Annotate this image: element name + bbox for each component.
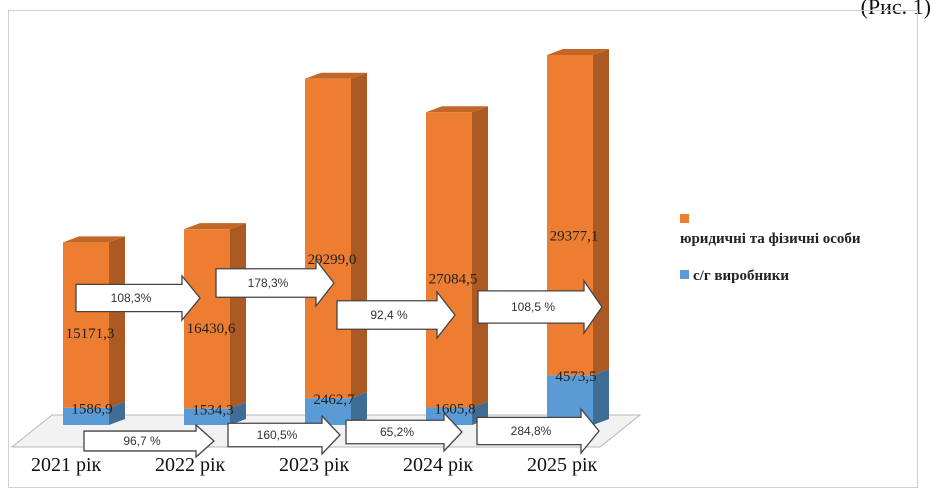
category-label: 2022 рік — [155, 454, 226, 476]
bar-producers-side — [230, 402, 246, 425]
category-label: 2025 рік — [527, 454, 598, 476]
growth-arrow-lower — [227, 414, 341, 456]
bar-legal-side — [351, 72, 367, 399]
chart-frame — [8, 10, 918, 488]
value-label-legal: 15171,3 — [66, 326, 115, 342]
growth-arrow-upper-label: 108,5 % — [511, 300, 555, 314]
growth-arrow-upper — [75, 274, 201, 322]
growth-arrow-lower-label: 160,5% — [257, 428, 298, 442]
growth-arrow-lower-label: 65,2% — [380, 425, 414, 439]
category-label: 2024 рік — [403, 454, 474, 476]
growth-arrow-upper-label: 178,3% — [248, 276, 289, 290]
bar-legal-front — [426, 112, 472, 408]
growth-arrow-lower-label: 284,8% — [511, 424, 552, 438]
bar-producers-front — [184, 408, 230, 425]
bar-legal-side — [230, 223, 246, 409]
bar-producers-front — [63, 407, 109, 425]
bar-legal-side — [472, 106, 488, 408]
growth-arrow-upper — [477, 278, 603, 336]
bar-legal-top — [547, 48, 609, 55]
value-label-legal: 29377,1 — [550, 229, 599, 245]
growth-arrow-lower — [345, 411, 463, 453]
legend-item-legal-entities: юридичні та фізичні особи — [680, 212, 931, 249]
bar-producers-side — [351, 392, 367, 425]
bar-producers-side — [109, 401, 125, 425]
category-label: 2021 рік — [31, 454, 102, 476]
growth-arrow-upper-label: 92,4 % — [370, 308, 408, 322]
bar-legal-front — [63, 242, 109, 408]
bar-legal-side — [593, 48, 609, 376]
category-label: 2023 рік — [279, 454, 350, 476]
value-label-producers: 1586,9 — [71, 402, 112, 418]
bar-legal-front — [184, 229, 230, 409]
legend-swatch-blue — [680, 270, 689, 279]
figure-caption: (Рис. 1) — [860, 0, 931, 19]
value-label-producers: 1605,8 — [434, 401, 475, 417]
legend-label-producers: с/г виробники — [693, 268, 790, 284]
value-label-producers: 2462,7 — [313, 392, 355, 408]
value-label-producers: 1534,3 — [192, 402, 233, 418]
growth-arrow-lower — [83, 423, 215, 459]
growth-arrow-upper-label: 108,3% — [111, 291, 152, 305]
bar-producers-side — [593, 369, 609, 425]
legend-swatch-orange — [680, 214, 689, 223]
growth-arrow-lower — [476, 407, 600, 455]
legend-item-producers: с/г виробники — [680, 268, 789, 285]
bar-producers-front — [305, 398, 351, 425]
growth-arrow-upper — [215, 258, 335, 308]
bar-legal-front — [305, 78, 351, 399]
bar-legal-side — [109, 236, 125, 408]
bar-legal-top — [305, 72, 367, 79]
bar-legal-top — [426, 106, 488, 113]
growth-arrow-lower-label: 96,7 % — [123, 434, 161, 448]
value-label-legal: 29299,0 — [308, 252, 357, 268]
value-label-producers: 4573,5 — [555, 369, 596, 385]
bar-legal-top — [63, 236, 125, 243]
value-label-legal: 16430,6 — [187, 321, 236, 337]
value-label-legal: 27084,5 — [429, 272, 478, 288]
growth-arrow-upper — [336, 290, 456, 340]
legend-label-legal-entities: юридичні та фізичні особи — [680, 231, 861, 247]
bar-legal-top — [184, 223, 246, 230]
